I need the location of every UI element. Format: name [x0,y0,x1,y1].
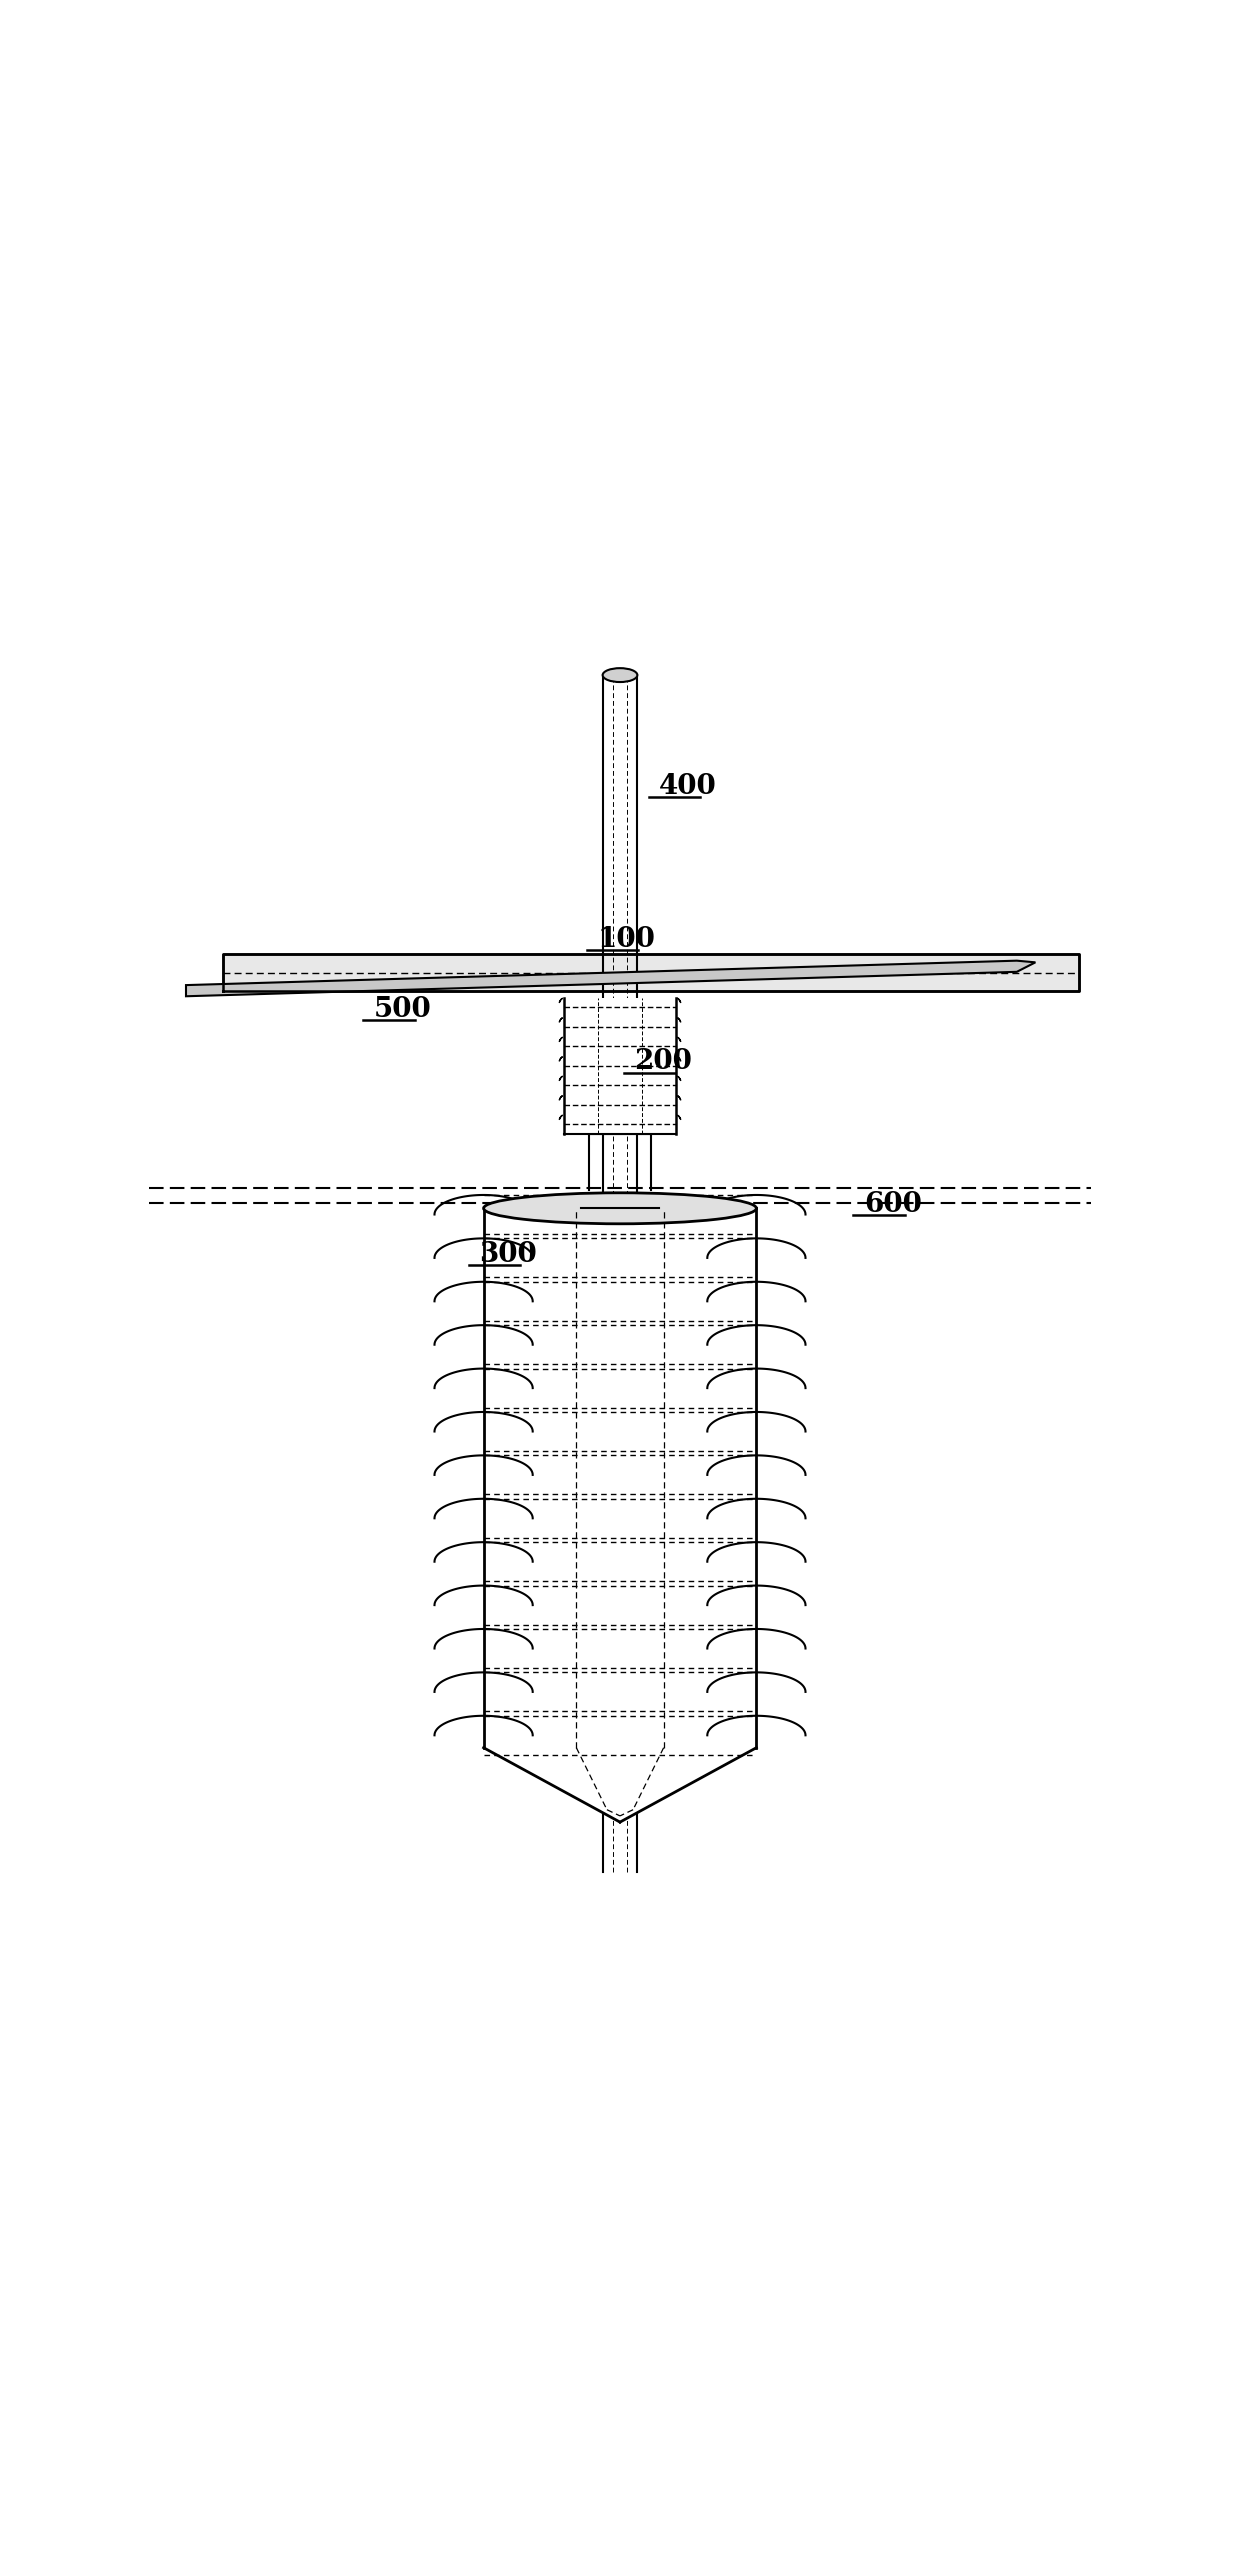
Text: 500: 500 [374,996,432,1024]
Text: 300: 300 [480,1241,537,1269]
Text: 200: 200 [635,1049,692,1075]
Bar [484,1208,756,1749]
Text: 400: 400 [660,774,717,799]
Ellipse shape [603,669,637,682]
Bar [223,955,1079,991]
Bar [564,998,676,1134]
Text: 600: 600 [864,1192,921,1218]
Polygon shape [484,1749,756,1823]
Polygon shape [186,960,1035,996]
Text: 100: 100 [598,927,655,952]
Ellipse shape [484,1192,756,1223]
